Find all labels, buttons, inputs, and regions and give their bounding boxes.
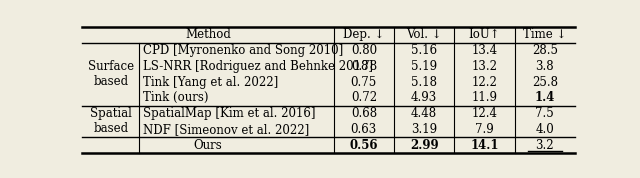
- Text: 4.48: 4.48: [411, 107, 437, 120]
- Text: Tink (ours): Tink (ours): [143, 91, 209, 104]
- Text: 3.2: 3.2: [536, 138, 554, 151]
- Text: CPD [Myronenko and Song 2010]: CPD [Myronenko and Song 2010]: [143, 44, 343, 57]
- Text: Dep. ↓: Dep. ↓: [343, 28, 385, 41]
- Text: 1.4: 1.4: [534, 91, 555, 104]
- Text: 14.1: 14.1: [470, 138, 499, 151]
- Text: 3.8: 3.8: [536, 60, 554, 73]
- Text: 13.2: 13.2: [472, 60, 497, 73]
- Text: 5.16: 5.16: [411, 44, 437, 57]
- Text: 7.5: 7.5: [536, 107, 554, 120]
- Text: 0.63: 0.63: [351, 123, 377, 136]
- Text: 3.19: 3.19: [411, 123, 437, 136]
- Text: 0.78: 0.78: [351, 60, 377, 73]
- Text: NDF [Simeonov et al. 2022]: NDF [Simeonov et al. 2022]: [143, 123, 309, 136]
- Text: Surface
based: Surface based: [88, 60, 134, 88]
- Text: 12.2: 12.2: [472, 75, 497, 88]
- Text: 5.19: 5.19: [411, 60, 437, 73]
- Text: Vol. ↓: Vol. ↓: [406, 28, 442, 41]
- Text: 12.4: 12.4: [472, 107, 497, 120]
- Text: 0.75: 0.75: [351, 75, 377, 88]
- Text: IoU↑: IoU↑: [468, 28, 500, 41]
- Text: Spatial
based: Spatial based: [90, 107, 132, 135]
- Text: Time ↓: Time ↓: [523, 28, 566, 41]
- Text: 4.93: 4.93: [411, 91, 437, 104]
- Text: 13.4: 13.4: [472, 44, 497, 57]
- Text: Tink [Yang et al. 2022]: Tink [Yang et al. 2022]: [143, 75, 278, 88]
- Text: 7.9: 7.9: [475, 123, 494, 136]
- Text: 0.56: 0.56: [349, 138, 378, 151]
- Text: 0.72: 0.72: [351, 91, 377, 104]
- Text: 4.0: 4.0: [536, 123, 554, 136]
- Text: 25.8: 25.8: [532, 75, 558, 88]
- Text: SpatialMap [Kim et al. 2016]: SpatialMap [Kim et al. 2016]: [143, 107, 316, 120]
- Text: 2.99: 2.99: [410, 138, 438, 151]
- Text: 5.18: 5.18: [411, 75, 437, 88]
- Text: Ours: Ours: [194, 138, 223, 151]
- Text: 0.80: 0.80: [351, 44, 377, 57]
- Text: 28.5: 28.5: [532, 44, 558, 57]
- Text: 11.9: 11.9: [472, 91, 497, 104]
- Text: 0.68: 0.68: [351, 107, 377, 120]
- Text: Method: Method: [185, 28, 231, 41]
- Text: LS-NRR [Rodriguez and Behnke 2018]: LS-NRR [Rodriguez and Behnke 2018]: [143, 60, 373, 73]
